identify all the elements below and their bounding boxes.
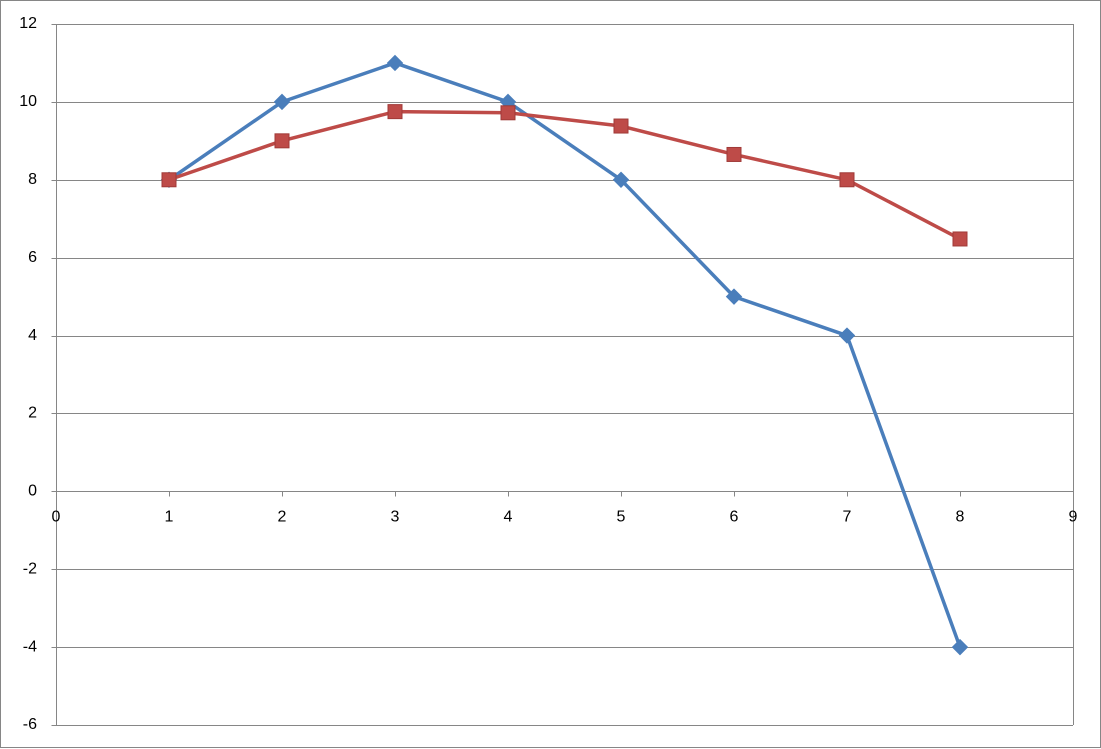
series-2-line [167,109,962,241]
y-tick-label--4: -4 [23,638,37,655]
series-2 [161,104,968,247]
x-tick-label-5: 5 [617,508,626,525]
series-1-line [167,61,962,649]
x-tick-label-2: 2 [278,508,287,525]
series-1-point-3 [386,54,404,72]
axes [51,24,1074,726]
series-2-point-4 [500,105,516,121]
series-2-point-5 [613,118,629,134]
series-1-point-6 [725,288,743,305]
x-tick-label-6: 6 [730,508,739,525]
series-2-point-2 [274,133,290,149]
y-tick-label-12: 12 [19,15,37,32]
x-tick-label-9: 9 [1069,508,1078,525]
series-2-point-7 [839,172,855,188]
series-2-point-8 [952,231,968,247]
y-tick-label-0: 0 [28,483,37,500]
series-2-point-3 [387,104,403,120]
y-tick-label--2: -2 [23,560,37,577]
y-tick-label-8: 8 [28,171,37,188]
y-tick-label-2: 2 [28,405,37,422]
series-1-point-2 [273,93,291,111]
y-tick-label-10: 10 [19,93,37,110]
gridlines [56,24,1074,726]
x-tick-label-8: 8 [956,508,965,525]
series-1 [160,54,969,656]
y-tick-label--6: -6 [23,716,37,733]
x-tick-label-7: 7 [843,508,852,525]
x-tick-label-3: 3 [391,508,400,525]
x-tick-label-4: 4 [504,508,513,525]
series-1-point-5 [612,171,630,188]
series-1-point-8 [951,638,969,656]
y-tick-label-6: 6 [28,249,37,266]
series-1-point-7 [838,327,856,344]
series-layer [160,54,969,656]
series-2-point-6 [726,146,742,162]
y-tick-label-4: 4 [28,327,37,344]
x-tick-label-1: 1 [165,508,174,525]
series-2-point-1 [161,172,177,188]
x-tick-label-0: 0 [52,508,61,525]
